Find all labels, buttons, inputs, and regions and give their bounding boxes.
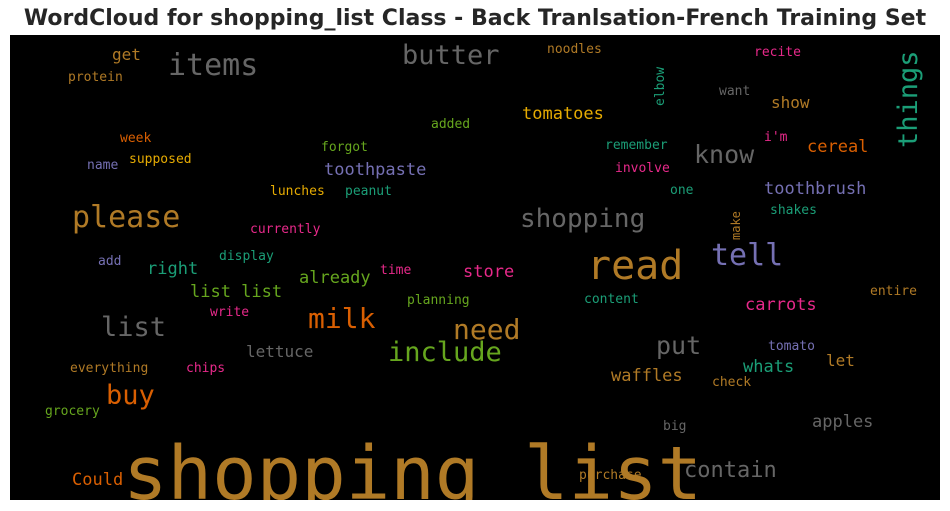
word-add: add	[98, 254, 121, 269]
word-planning: planning	[407, 293, 470, 308]
word-tomato: tomato	[768, 339, 815, 354]
word-toothpaste: toothpaste	[324, 160, 426, 180]
word-contain: contain	[684, 458, 777, 483]
word-want: want	[719, 84, 750, 99]
word-carrots: carrots	[745, 295, 817, 315]
chart-title: WordCloud for shopping_list Class - Back…	[23, 6, 927, 31]
word-whats: whats	[743, 357, 794, 377]
word-list-list: list list	[190, 282, 282, 302]
word-added: added	[431, 117, 470, 132]
word-lunches: lunches	[270, 184, 325, 199]
word-know: know	[694, 140, 755, 169]
word-milk: milk	[308, 302, 376, 335]
word-need: need	[453, 313, 520, 346]
word-show: show	[771, 93, 810, 112]
word-please: please	[72, 200, 180, 235]
word-time: time	[380, 263, 411, 278]
word-purchase: purchase	[579, 468, 642, 483]
wordcloud-svg: shopping list read please tell items butter th…	[10, 35, 940, 500]
word-check: check	[712, 375, 751, 390]
word-shakes: shakes	[770, 203, 817, 218]
word-name: name	[87, 158, 118, 173]
word-peanut: peanut	[345, 184, 392, 199]
word-display: display	[219, 249, 274, 264]
cloud-background	[10, 35, 940, 500]
word-protein: protein	[68, 70, 123, 85]
word-things: things	[893, 50, 924, 148]
word-make: make	[729, 211, 743, 240]
word-put: put	[656, 331, 701, 360]
word-waffles: waffles	[611, 366, 683, 386]
word-write: write	[210, 305, 249, 320]
word-supposed: supposed	[129, 152, 192, 167]
word-cereal: cereal	[807, 137, 868, 157]
word-chips: chips	[186, 361, 225, 376]
word-recite: recite	[754, 45, 801, 60]
word-read: read	[587, 243, 683, 289]
word-butter: butter	[402, 40, 500, 71]
word-items: items	[168, 48, 258, 83]
word-grocery: grocery	[45, 404, 100, 419]
word-tomatoes: tomatoes	[522, 104, 604, 124]
word-get: get	[112, 45, 141, 64]
word-involve: involve	[615, 161, 670, 176]
word-elbow: elbow	[653, 67, 668, 106]
word-let: let	[826, 351, 855, 370]
word-currently: currently	[250, 222, 321, 237]
word-store: store	[463, 262, 514, 282]
word-big: big	[663, 419, 686, 434]
word-everything: everything	[70, 361, 148, 376]
word-apples: apples	[812, 412, 873, 432]
word-content: content	[584, 292, 639, 307]
wordcloud-canvas: shopping list read please tell items butter th…	[10, 35, 940, 500]
word-could: Could	[72, 470, 123, 490]
word-toothbrush: toothbrush	[764, 179, 866, 199]
word-buy: buy	[106, 380, 155, 411]
word-entire: entire	[870, 284, 917, 299]
word-remember: remember	[605, 138, 668, 153]
word-one: one	[670, 183, 694, 198]
word-noodles: noodles	[547, 42, 602, 57]
word-i-m: i'm	[764, 130, 788, 145]
word-shopping-list: shopping list	[123, 431, 702, 500]
word-list: list	[101, 312, 166, 343]
word-week: week	[120, 131, 151, 146]
word-forgot: forgot	[321, 140, 368, 155]
word-shopping: shopping	[520, 204, 645, 234]
word-already: already	[299, 268, 371, 288]
word-tell: tell	[711, 238, 783, 273]
word-lettuce: lettuce	[246, 342, 313, 361]
word-right: right	[147, 259, 198, 279]
word-include: include	[388, 337, 502, 368]
